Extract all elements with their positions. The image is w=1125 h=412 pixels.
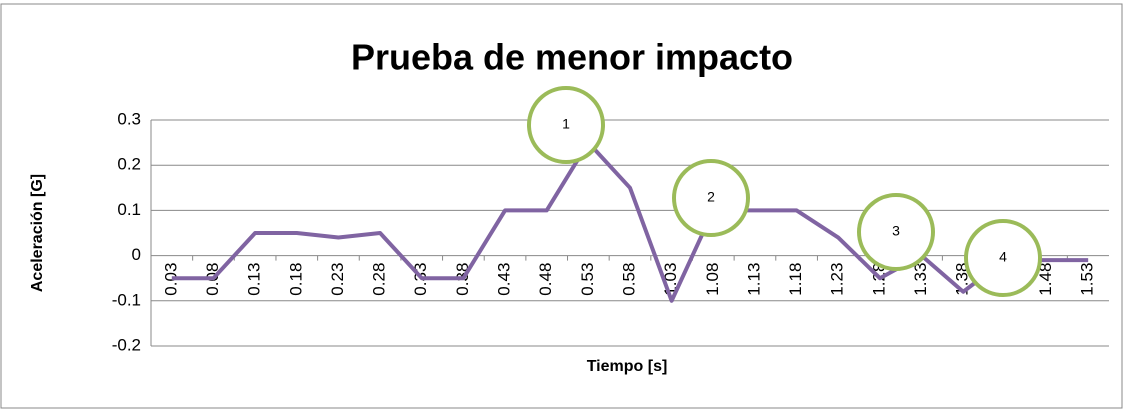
x-tick-label: 1.18 <box>786 263 805 296</box>
y-axis-title: Aceleración [G] <box>29 174 46 292</box>
x-axis-title: Tiempo [s] <box>587 358 668 375</box>
annotation-circle <box>672 159 750 237</box>
chart-title: Prueba de menor impacto <box>351 37 793 78</box>
x-tick-label: 0.03 <box>161 263 180 296</box>
x-tick-label: 0.53 <box>578 263 597 296</box>
x-tick-label: 1.33 <box>911 263 930 296</box>
x-tick-label: 1.13 <box>744 263 763 296</box>
x-tick-label: 0.13 <box>245 263 264 296</box>
y-tick-label: -0.1 <box>112 290 141 309</box>
annotation-label: 3 <box>892 223 900 239</box>
chart-border <box>0 3 1123 409</box>
annotation-label: 1 <box>562 116 570 132</box>
annotation-circle <box>527 86 605 164</box>
annotation-circle <box>857 193 935 271</box>
y-tick-label: 0.2 <box>117 155 141 174</box>
x-tick-label: 0.58 <box>619 263 638 296</box>
data-line <box>171 140 1089 303</box>
x-tick-label: 0.48 <box>536 263 555 296</box>
x-tick-label: 1.48 <box>1036 263 1055 296</box>
x-tick-label: 0.28 <box>370 263 389 296</box>
x-tick-label: 1.53 <box>1078 263 1097 296</box>
annotation-circle <box>964 219 1042 297</box>
x-tick-label: 1.08 <box>703 263 722 296</box>
x-tick-label: 0.43 <box>495 263 514 296</box>
x-tick-label: 1.23 <box>828 263 847 296</box>
y-tick-label: 0.3 <box>117 109 141 128</box>
y-tick-label: 0 <box>132 245 141 264</box>
annotation-label: 2 <box>707 189 715 205</box>
x-tick-label: 0.18 <box>286 263 305 296</box>
y-tick-label: -0.2 <box>112 335 141 354</box>
x-tick-label: 0.23 <box>328 263 347 296</box>
y-tick-label: 0.1 <box>117 200 141 219</box>
annotation-label: 4 <box>999 249 1007 265</box>
